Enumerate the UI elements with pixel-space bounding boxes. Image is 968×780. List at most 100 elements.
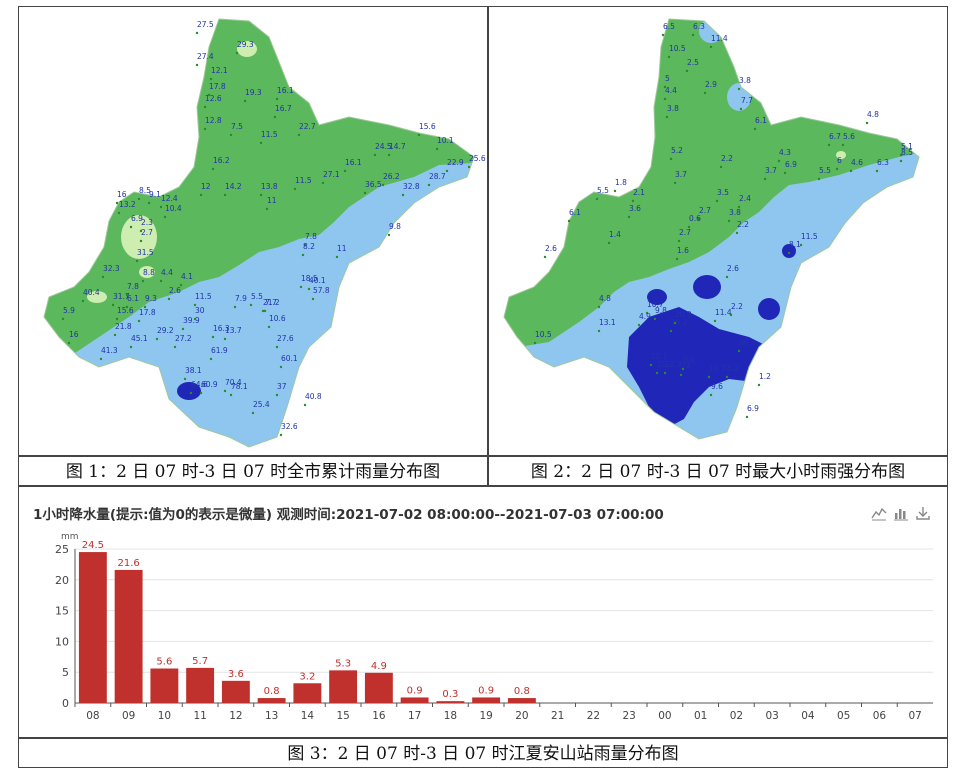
station-dot — [417, 133, 421, 137]
station-dot — [181, 327, 185, 331]
station-rainfall-label: 14.7 — [389, 142, 406, 151]
bar — [507, 698, 536, 703]
station-intensity-label: 3.7 — [765, 166, 777, 175]
station-intensity-label: 2.9 — [705, 80, 717, 89]
x-tick-label: 02 — [730, 710, 743, 722]
station-intensity-label: 3.6 — [629, 204, 641, 213]
station-dot — [445, 169, 449, 173]
download-icon[interactable] — [915, 505, 931, 521]
bar — [472, 697, 501, 703]
station-dot — [427, 183, 431, 187]
station-rainfall-label: 10.1 — [437, 136, 454, 145]
station-rainfall-label: 6.1 — [127, 294, 139, 303]
station-dot — [261, 309, 265, 313]
station-dot — [293, 187, 297, 191]
bar-chart-icon[interactable] — [893, 505, 909, 521]
station-dot — [275, 345, 279, 349]
station-dot — [875, 169, 879, 173]
station-rainfall-label: 12.4 — [161, 194, 178, 203]
station-intensity-label: 3.8 — [667, 104, 679, 113]
station-dot — [727, 219, 731, 223]
station-dot — [297, 133, 301, 137]
bar-value-label: 5.6 — [156, 657, 172, 668]
station-intensity-label: 5.6 — [843, 132, 855, 141]
station-rainfall-label: 8.8 — [143, 268, 155, 277]
figure2-caption: 图 2：2 日 07 时-3 日 07 时最大小时雨强分布图 — [488, 456, 948, 486]
station-dot — [61, 317, 65, 321]
bar-value-label: 5.7 — [192, 656, 208, 667]
station-rainfall-label: 2.3 — [141, 218, 153, 227]
station-intensity-label: 3.8 — [739, 76, 751, 85]
station-intensity-label: 5.1 — [901, 142, 913, 151]
station-dot — [173, 345, 177, 349]
station-dot — [195, 31, 199, 35]
x-tick-label: 23 — [622, 710, 635, 722]
bar-value-label: 3.2 — [299, 671, 315, 682]
station-rainfall-label: 16 — [69, 330, 79, 339]
figure2-map-panel: 6.5 6.3 11.4 10.5 2.5 5 4.4 2.9 3.8 7.7 3.8 6.1 4.8 5… — [488, 6, 948, 456]
station-rainfall-label: 37 — [277, 382, 287, 391]
station-dot — [673, 321, 677, 325]
x-tick-label: 08 — [86, 710, 99, 722]
station-intensity-label: 15.7 — [651, 352, 668, 361]
station-intensity-label: 11.5 — [801, 232, 818, 241]
station-intensity-label: 1.2 — [759, 372, 771, 381]
station-intensity-label: 4.3 — [779, 148, 791, 157]
station-dot — [709, 393, 713, 397]
station-rainfall-label: 41.3 — [101, 346, 118, 355]
station-dot — [381, 183, 385, 187]
station-intensity-label: 1.8 — [615, 178, 627, 187]
x-tick-label: 20 — [515, 710, 528, 722]
station-rainfall-label: 40.8 — [305, 392, 322, 401]
station-rainfall-label: 11.5 — [195, 292, 212, 301]
y-tick-label: 20 — [55, 574, 69, 587]
y-tick-label: 0 — [62, 697, 69, 710]
bar-value-label: 0.9 — [478, 685, 494, 696]
station-dot — [199, 391, 203, 395]
line-chart-icon[interactable] — [871, 505, 887, 521]
station-dot — [101, 275, 105, 279]
station-dot — [667, 55, 671, 59]
station-dot — [673, 181, 677, 185]
station-intensity-label: 2.2 — [731, 302, 743, 311]
station-dot — [613, 189, 617, 193]
station-rainfall-label: 27.1 — [323, 170, 340, 179]
x-tick-label: 17 — [408, 710, 421, 722]
station-rainfall-label: 7.5 — [231, 122, 243, 131]
station-rainfall-label: 40.1 — [309, 276, 326, 285]
station-dot — [203, 105, 207, 109]
x-tick-label: 19 — [479, 710, 492, 722]
station-dot — [663, 97, 667, 101]
station-intensity-label: 0.6 — [689, 214, 701, 223]
station-intensity-label: 8.1 — [789, 240, 801, 249]
station-dot — [115, 317, 119, 321]
station-dot — [159, 279, 163, 283]
station-dot — [279, 433, 283, 437]
station-dot — [307, 287, 311, 291]
y-axis-unit: mm — [61, 532, 79, 542]
station-dot — [899, 159, 903, 163]
x-tick-label: 10 — [158, 710, 171, 722]
station-rainfall-label: 17.8 — [209, 82, 226, 91]
bar-value-label: 5.3 — [335, 658, 351, 669]
station-dot — [167, 297, 171, 301]
station-dot — [669, 157, 673, 161]
station-intensity-label: 4.6 — [851, 158, 863, 167]
station-dot — [637, 323, 641, 327]
station-dot — [675, 257, 679, 261]
station-dot — [275, 393, 279, 397]
station-intensity-label: 9.8 — [655, 306, 667, 315]
station-dot — [155, 337, 159, 341]
station-rainfall-label: 11 — [337, 244, 347, 253]
bar — [400, 697, 429, 703]
station-dot — [567, 219, 571, 223]
bar-value-label: 0.8 — [264, 686, 280, 697]
station-dot — [303, 403, 307, 407]
station-intensity-label: 5.5 — [819, 166, 831, 175]
station-rainfall-label: 16.7 — [275, 104, 292, 113]
station-dot — [299, 285, 303, 289]
station-dot — [335, 255, 339, 259]
station-dot — [267, 325, 271, 329]
station-dot — [195, 63, 199, 67]
x-tick-label: 22 — [587, 710, 600, 722]
